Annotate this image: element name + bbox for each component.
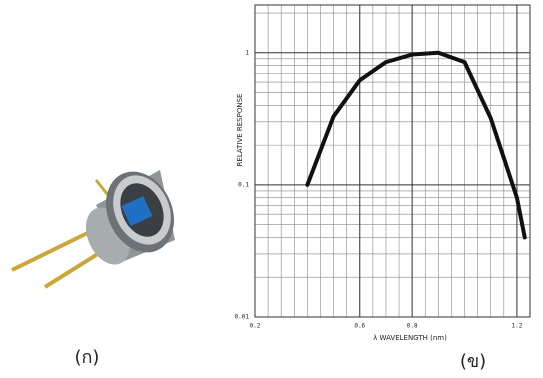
caption-right: (ข)	[460, 351, 486, 372]
x-tick-label: 0.8	[407, 323, 418, 330]
response-curve	[305, 50, 527, 240]
x-tick-label: 0.6	[354, 323, 365, 330]
y-tick-label: 1	[245, 49, 249, 56]
y-axis-title: RELATIVE RESPONSE	[236, 94, 244, 167]
x-tick-label: 0.2	[250, 323, 261, 330]
caption-left: (ก)	[75, 347, 100, 368]
y-tick-label: 0.01	[235, 314, 250, 321]
photodiode-photo	[11, 170, 175, 289]
y-tick-label: 0.1	[238, 181, 249, 188]
plot-frame	[254, 4, 531, 318]
x-tick-label: 1.2	[511, 323, 522, 330]
x-axis-title: λ WAVELENGTH (nm)	[373, 334, 447, 342]
